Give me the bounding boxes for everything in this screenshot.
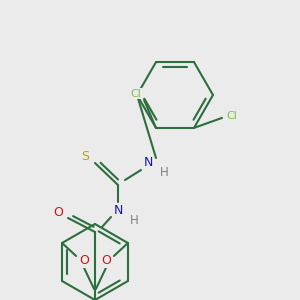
Text: H: H (130, 214, 138, 226)
Text: O: O (53, 206, 63, 218)
Text: Cl: Cl (226, 111, 237, 121)
Text: Cl: Cl (130, 89, 141, 99)
Text: O: O (101, 254, 111, 268)
Text: O: O (79, 254, 89, 268)
Text: S: S (81, 149, 89, 163)
Text: N: N (143, 157, 153, 169)
Text: N: N (113, 203, 123, 217)
Text: H: H (160, 167, 168, 179)
